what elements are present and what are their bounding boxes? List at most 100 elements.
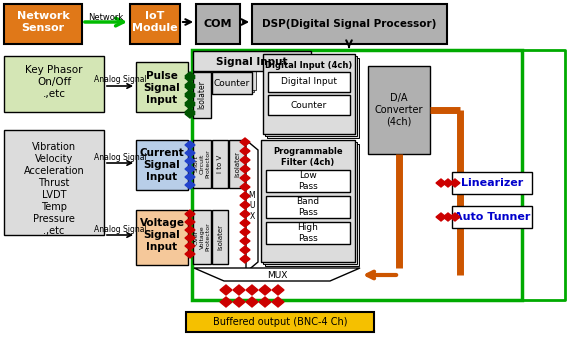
Text: Signal Input: Signal Input xyxy=(216,57,288,67)
Polygon shape xyxy=(185,101,195,109)
Polygon shape xyxy=(185,157,195,165)
Text: IoT: IoT xyxy=(146,11,165,21)
Polygon shape xyxy=(240,192,250,200)
Bar xyxy=(268,95,350,115)
Bar xyxy=(212,210,228,264)
Bar xyxy=(4,4,82,44)
Text: Input: Input xyxy=(146,242,177,252)
Text: Digital Input (4ch): Digital Input (4ch) xyxy=(266,60,353,70)
Bar xyxy=(216,68,256,90)
Polygon shape xyxy=(259,285,271,295)
Bar xyxy=(136,62,188,112)
Polygon shape xyxy=(240,165,250,173)
Text: Sensor: Sensor xyxy=(21,23,64,33)
Polygon shape xyxy=(185,74,195,82)
Text: Linearizer: Linearizer xyxy=(461,178,523,188)
Polygon shape xyxy=(436,213,446,221)
Polygon shape xyxy=(233,297,245,307)
Text: Analog Signal: Analog Signal xyxy=(93,224,146,234)
Polygon shape xyxy=(240,156,250,164)
Bar xyxy=(452,206,532,228)
Text: Vibration: Vibration xyxy=(32,142,76,152)
Text: Short
Circuit
Protector: Short Circuit Protector xyxy=(194,150,211,178)
Polygon shape xyxy=(233,285,245,295)
Bar xyxy=(266,196,350,218)
Polygon shape xyxy=(246,297,258,307)
Text: MUX: MUX xyxy=(267,270,287,280)
Text: Signal: Signal xyxy=(144,83,180,93)
Bar xyxy=(130,4,180,44)
Polygon shape xyxy=(185,92,195,100)
Text: I to V: I to V xyxy=(217,155,223,173)
Bar xyxy=(265,56,357,136)
Polygon shape xyxy=(185,81,195,89)
Text: Digital Input: Digital Input xyxy=(281,77,337,87)
Polygon shape xyxy=(240,147,250,155)
Bar xyxy=(268,72,350,92)
Polygon shape xyxy=(450,213,460,221)
Text: Input: Input xyxy=(146,95,177,105)
Bar xyxy=(266,222,350,244)
Polygon shape xyxy=(240,219,250,227)
Polygon shape xyxy=(194,268,360,281)
Text: Thrust: Thrust xyxy=(38,178,70,188)
Polygon shape xyxy=(185,99,195,107)
Polygon shape xyxy=(185,181,195,189)
Bar xyxy=(136,210,188,265)
Text: .,etc: .,etc xyxy=(44,226,65,236)
Bar xyxy=(267,58,359,138)
Text: Pressure: Pressure xyxy=(33,214,75,224)
Polygon shape xyxy=(443,179,453,187)
Bar xyxy=(193,140,211,188)
Text: Auto Tunner: Auto Tunner xyxy=(454,212,530,222)
Text: Buffered output (BNC-4 Ch): Buffered output (BNC-4 Ch) xyxy=(213,317,347,327)
Bar xyxy=(265,144,359,266)
Bar xyxy=(261,140,355,262)
Bar xyxy=(229,140,245,188)
Bar xyxy=(266,170,350,192)
Text: Isolater: Isolater xyxy=(198,80,206,109)
Polygon shape xyxy=(185,173,195,181)
Bar xyxy=(193,72,211,118)
Polygon shape xyxy=(185,149,195,157)
Text: On/Off: On/Off xyxy=(37,77,71,87)
Polygon shape xyxy=(185,226,195,234)
Bar xyxy=(192,50,522,300)
Text: Network: Network xyxy=(17,11,70,21)
Bar xyxy=(212,72,252,94)
Text: D/A
Converter
(4ch): D/A Converter (4ch) xyxy=(375,93,423,127)
Polygon shape xyxy=(450,179,460,187)
Text: Counter: Counter xyxy=(214,78,250,88)
Polygon shape xyxy=(240,246,250,254)
Text: Programmable: Programmable xyxy=(273,148,343,157)
Polygon shape xyxy=(185,72,195,80)
Text: Analog Signal: Analog Signal xyxy=(93,152,146,162)
Text: Signal: Signal xyxy=(144,160,180,170)
Text: DSP(Digital Signal Processor): DSP(Digital Signal Processor) xyxy=(262,19,436,29)
Polygon shape xyxy=(185,90,195,98)
Bar xyxy=(252,4,447,44)
Text: .,etc: .,etc xyxy=(42,89,66,99)
Polygon shape xyxy=(185,108,195,116)
Polygon shape xyxy=(436,179,446,187)
Polygon shape xyxy=(240,210,250,218)
Bar xyxy=(193,51,311,71)
Text: Module: Module xyxy=(132,23,178,33)
Text: Analog Signal: Analog Signal xyxy=(93,75,146,85)
Polygon shape xyxy=(185,234,195,242)
Polygon shape xyxy=(185,110,195,118)
Bar xyxy=(263,54,355,134)
Bar xyxy=(214,70,254,92)
Bar xyxy=(263,142,357,264)
Text: Band
Pass: Band Pass xyxy=(296,197,320,217)
Polygon shape xyxy=(246,285,258,295)
Text: High
Pass: High Pass xyxy=(298,223,318,243)
Bar xyxy=(368,66,430,154)
Text: Network: Network xyxy=(88,13,124,21)
Bar xyxy=(212,140,228,188)
Polygon shape xyxy=(185,165,195,173)
Text: Temp: Temp xyxy=(41,202,67,212)
Text: Voltage: Voltage xyxy=(140,218,184,228)
Text: COM: COM xyxy=(204,19,232,29)
Polygon shape xyxy=(220,285,232,295)
